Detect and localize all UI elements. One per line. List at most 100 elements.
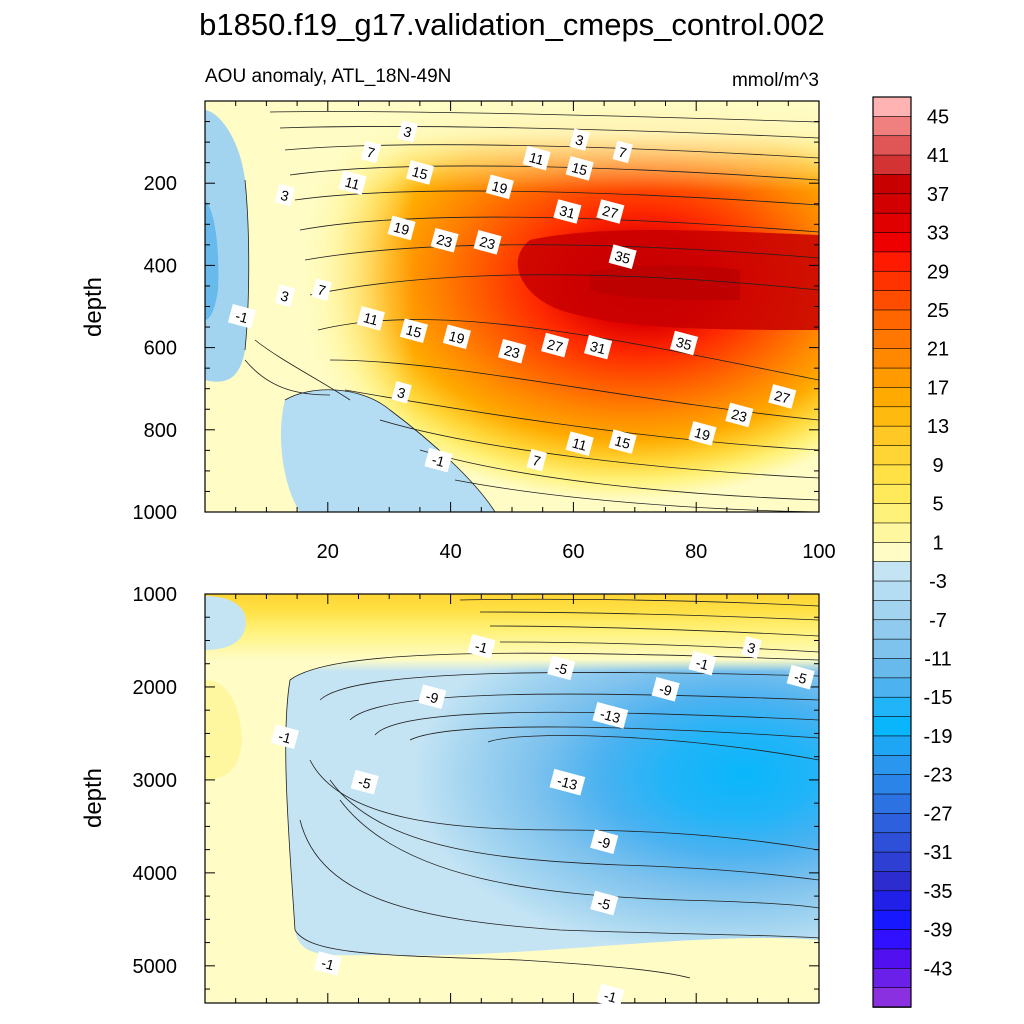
contour-label-box — [688, 650, 717, 676]
contour-label: 23 — [473, 230, 502, 255]
contour-label-box — [227, 304, 257, 329]
contour-label: 11 — [356, 306, 385, 331]
colorbar-swatch — [872, 232, 912, 253]
colorbar-swatch — [872, 309, 912, 331]
upper-contour-lines — [244, 111, 819, 512]
colorbar-tick-label: 33 — [927, 223, 949, 245]
contour-label-text: -5 — [553, 659, 569, 678]
x-tick-label: 80 — [685, 541, 707, 563]
deep-panel-fill — [205, 594, 819, 1003]
contour-label: 27 — [541, 332, 570, 358]
colorbar-swatch — [872, 367, 912, 389]
contour-label-box — [424, 447, 453, 473]
colorbar-swatch — [872, 658, 912, 679]
colorbar-tick-label: -19 — [924, 726, 953, 748]
contour-label: 7 — [526, 448, 547, 472]
colorbar-tick-label: -11 — [924, 648, 951, 670]
contour-label-box — [360, 140, 382, 164]
deep-y-axis-label: depth — [80, 768, 107, 828]
contour-label-box — [569, 128, 590, 151]
colorbar-swatch — [872, 851, 912, 873]
contour-label: 15 — [608, 429, 637, 454]
colorbar-swatch — [872, 638, 912, 660]
upper-axes: 20 40 60 80 100 200 400 600 800 1000 — [133, 100, 836, 563]
contour-label: -9 — [590, 829, 619, 854]
contour-label-box — [387, 215, 416, 241]
colorbar-swatch — [872, 154, 912, 176]
contour-label: 35 — [669, 330, 699, 356]
contour-label: -9 — [651, 676, 680, 702]
deep-west-yellow — [205, 680, 242, 780]
contour-label-box — [669, 330, 699, 356]
colorbar-swatch — [872, 793, 912, 815]
colorbar-tick-label: 45 — [927, 106, 949, 128]
panel-subtitle: AOU anomaly, ATL_18N-49N — [205, 66, 451, 87]
contour-label-text: -5 — [596, 894, 612, 913]
colorbar-swatch — [872, 735, 912, 757]
contour-label: -5 — [590, 890, 619, 916]
colorbar-swatch — [872, 503, 912, 524]
contour-label: 31 — [584, 334, 613, 360]
contour-label-box — [725, 402, 754, 428]
colorbar-swatch — [872, 348, 912, 369]
units-label: mmol/m^3 — [732, 70, 819, 91]
colorbar-swatch — [872, 251, 912, 273]
colorbar-tick-label: -35 — [924, 881, 953, 903]
contour-label-text: 23 — [730, 406, 749, 426]
contour-label-box — [596, 983, 625, 1009]
contour-label-box — [274, 284, 296, 307]
contour-label-box — [786, 664, 815, 690]
contour-label-text: 27 — [773, 387, 792, 407]
colorbar-swatch — [872, 406, 912, 427]
contour-label: 31 — [553, 199, 582, 224]
contour-label-text: 23 — [435, 231, 454, 251]
contour-label-box — [313, 951, 342, 976]
x-tick-label: 40 — [439, 541, 461, 563]
contour-label-box — [688, 421, 717, 446]
contour-label-box — [608, 429, 637, 454]
y-tick-label: 400 — [144, 255, 177, 277]
upper-panel-fill — [205, 101, 819, 512]
x-tick-label: 60 — [562, 541, 584, 563]
colorbar-swatch — [872, 890, 912, 911]
colorbar-tick-label: -7 — [929, 610, 947, 632]
contour-label-text: 3 — [574, 131, 586, 149]
deep-axes: 1000 2000 3000 4000 5000 — [133, 584, 820, 1003]
contour-label-box — [549, 768, 586, 796]
contour-label-box — [741, 636, 762, 659]
colorbar-swatch — [872, 483, 912, 505]
colorbar-swatch — [872, 464, 912, 486]
contour-label-text: -1 — [234, 307, 250, 326]
colorbar-swatch — [872, 716, 912, 737]
contour-label-text: -9 — [596, 833, 612, 852]
colorbar-swatch — [872, 580, 912, 602]
lower-negative-region — [280, 389, 495, 512]
contour-label-box — [768, 384, 797, 409]
colorbar: 45 41 37 33 29 25 21 17 13 9 5 1 -3 -7 -11 -15 -19 -23 -27… — [872, 96, 953, 1008]
deep-contour-labels: -1 3-1-5 -5-9-9-13-1-5 -13-9-5-1-1 — [270, 634, 815, 1009]
colorbar-tick-label: -27 — [924, 803, 953, 825]
colorbar-tick-label: 37 — [927, 184, 949, 206]
colorbar-tick-label: 41 — [927, 145, 949, 167]
colorbar-swatch — [872, 135, 912, 156]
core-37-region — [590, 265, 740, 300]
colorbar-swatch — [872, 174, 912, 195]
contour-label: 19 — [485, 174, 514, 200]
contour-label: -1 — [313, 951, 342, 976]
colorbar-swatch — [872, 967, 912, 989]
contour-label-text: -13 — [598, 705, 622, 726]
contour-label: 11 — [565, 431, 594, 456]
colorbar-swatch — [872, 813, 912, 834]
contour-label-box — [596, 199, 625, 224]
contour-label: 15 — [405, 160, 435, 185]
contour-label: -5 — [786, 664, 815, 690]
contour-label-box — [467, 634, 496, 659]
contour-label-box — [590, 890, 619, 916]
contour-label: -5 — [547, 655, 576, 681]
x-tick-label: 20 — [317, 541, 339, 563]
figure-title: b1850.f19_g17.validation_cmeps_control.0… — [199, 7, 825, 42]
colorbar-tick-label: 5 — [932, 494, 943, 516]
contour-label: -9 — [418, 684, 447, 709]
